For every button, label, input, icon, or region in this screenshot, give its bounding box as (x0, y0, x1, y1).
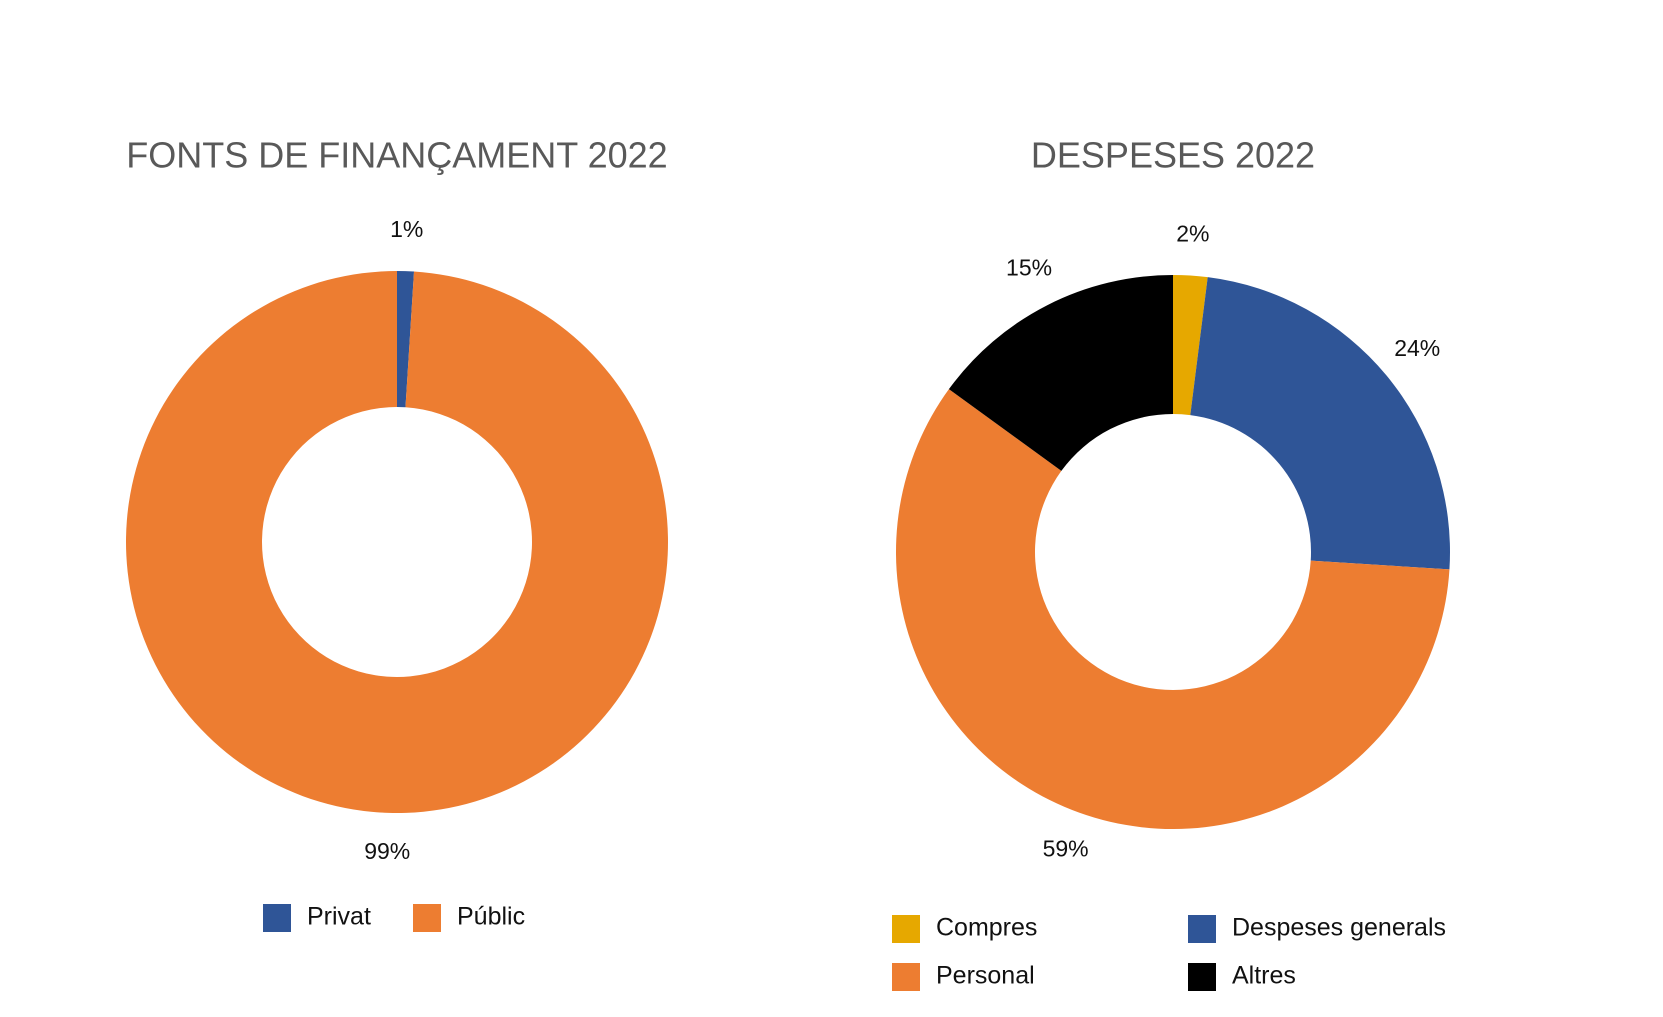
donut-slice (126, 271, 668, 814)
legend-label: Personal (936, 962, 1035, 990)
legend-swatch (263, 904, 291, 932)
data-label: 24% (1394, 335, 1440, 361)
legend-swatch (413, 904, 441, 932)
chart-title: DESPESES 2022 (1031, 135, 1315, 176)
data-label: 59% (1043, 835, 1089, 861)
data-label: 99% (364, 838, 410, 864)
donut-slice (895, 389, 1450, 830)
data-label: 1% (390, 216, 423, 242)
donut-slice (1173, 275, 1208, 416)
donut-slice (1190, 277, 1450, 570)
data-label: 15% (1006, 255, 1052, 281)
legend-swatch (892, 963, 920, 991)
legend-label: Despeses generals (1232, 914, 1446, 942)
legend-label: Altres (1232, 962, 1296, 990)
data-label: 2% (1176, 221, 1209, 247)
legend-swatch (1188, 963, 1216, 991)
legend-label: Públic (457, 903, 525, 931)
legend-label: Compres (936, 914, 1037, 942)
legend-swatch (1188, 915, 1216, 943)
legend-label: Privat (307, 903, 371, 931)
chart-title: FONTS DE FINANÇAMENT 2022 (126, 135, 667, 176)
legend-swatch (892, 915, 920, 943)
donut-slice (948, 275, 1173, 471)
donut-slice (397, 271, 415, 408)
